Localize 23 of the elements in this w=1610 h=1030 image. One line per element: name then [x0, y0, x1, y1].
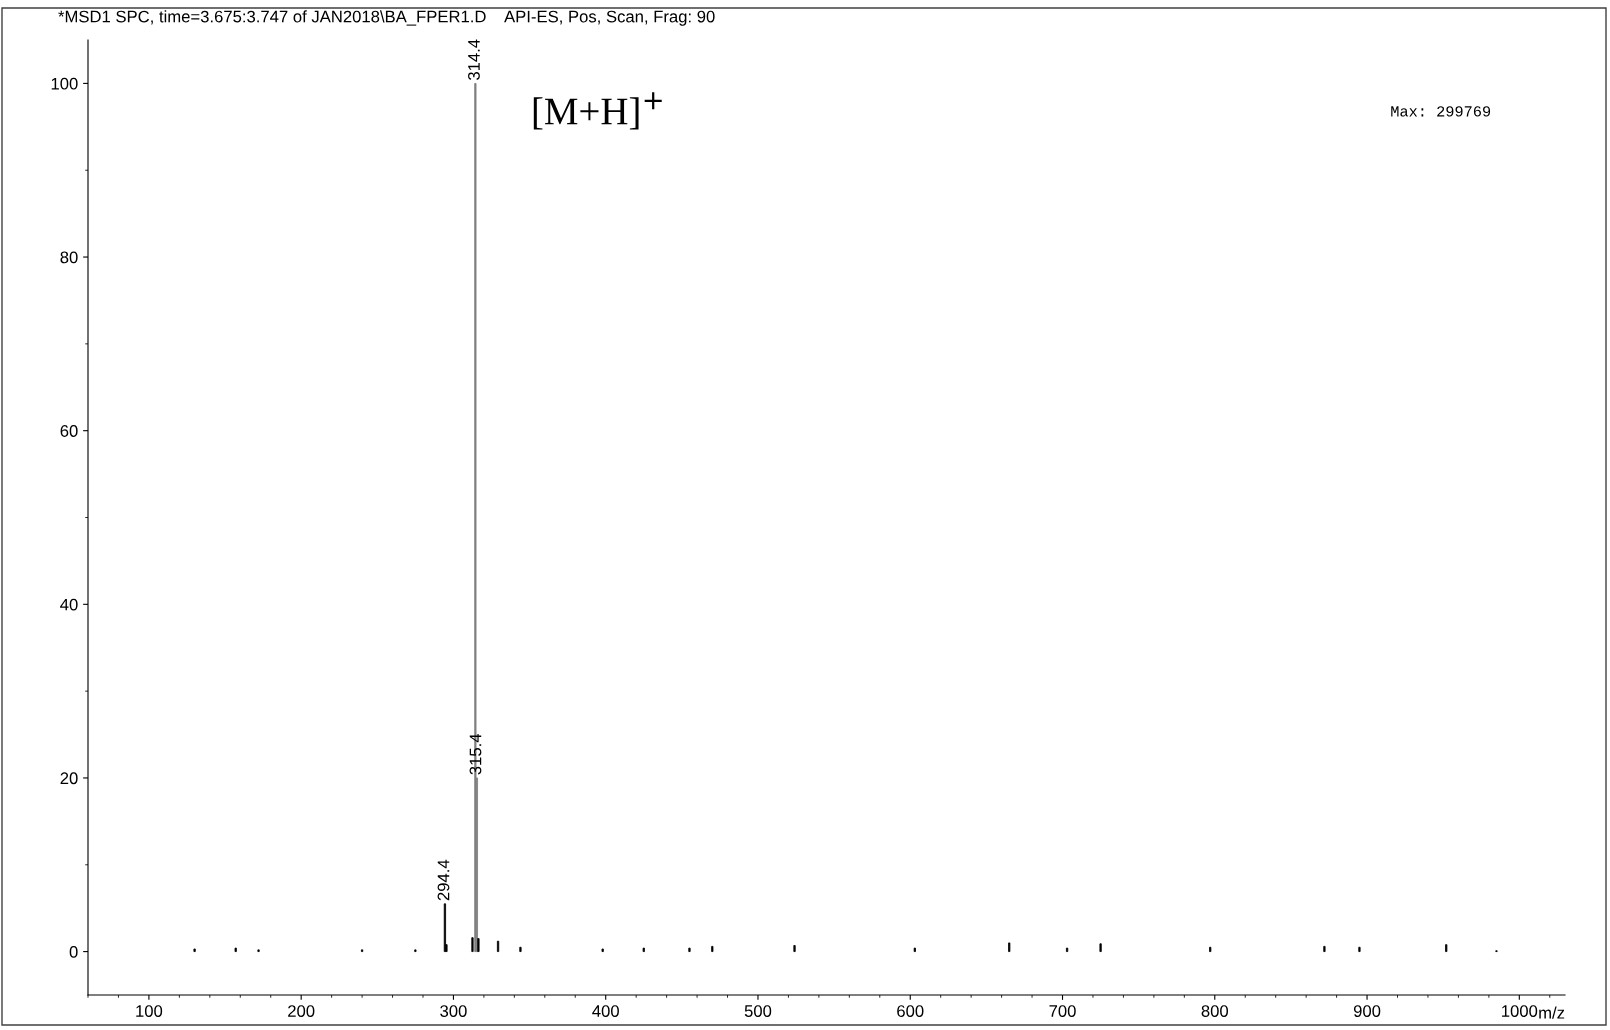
y-tick-label: 80 — [60, 251, 78, 264]
x-axis-title: m/z — [1539, 1006, 1565, 1019]
x-tick-label: 500 — [744, 1005, 772, 1017]
annotation: 314.4 — [468, 39, 480, 80]
x-tick-label: 800 — [1201, 1005, 1229, 1017]
x-tick-label: 400 — [592, 1005, 619, 1017]
x-tick-label: 300 — [440, 1005, 467, 1017]
y-tick-label: 60 — [60, 425, 78, 437]
y-tick-label: 40 — [60, 598, 78, 611]
annotation: 315.4 — [469, 733, 482, 775]
x-tick-label: 1000 — [1502, 1005, 1538, 1017]
x-tick-label: 200 — [288, 1005, 315, 1017]
y-tick-label: 20 — [60, 772, 78, 785]
y-tick-label: 100 — [51, 77, 78, 90]
x-tick-label: 900 — [1353, 1005, 1381, 1017]
x-tick-label: 600 — [897, 1005, 924, 1017]
x-tick-label: 700 — [1049, 1005, 1076, 1017]
annotation: 294.4 — [437, 859, 450, 901]
chart-title: *MSD1 SPC, time=3.675:3.747 of JAN2018\BA_FPER1.D API-ES, Pos, Scan, Frag: 90 — [58, 10, 715, 26]
annotation: [M+H]$^{+}$ — [533, 92, 662, 130]
y-tick-label: 0 — [69, 945, 78, 958]
x-tick-label: 100 — [136, 1005, 163, 1017]
annotation: Max: 299769 — [1391, 106, 1491, 117]
